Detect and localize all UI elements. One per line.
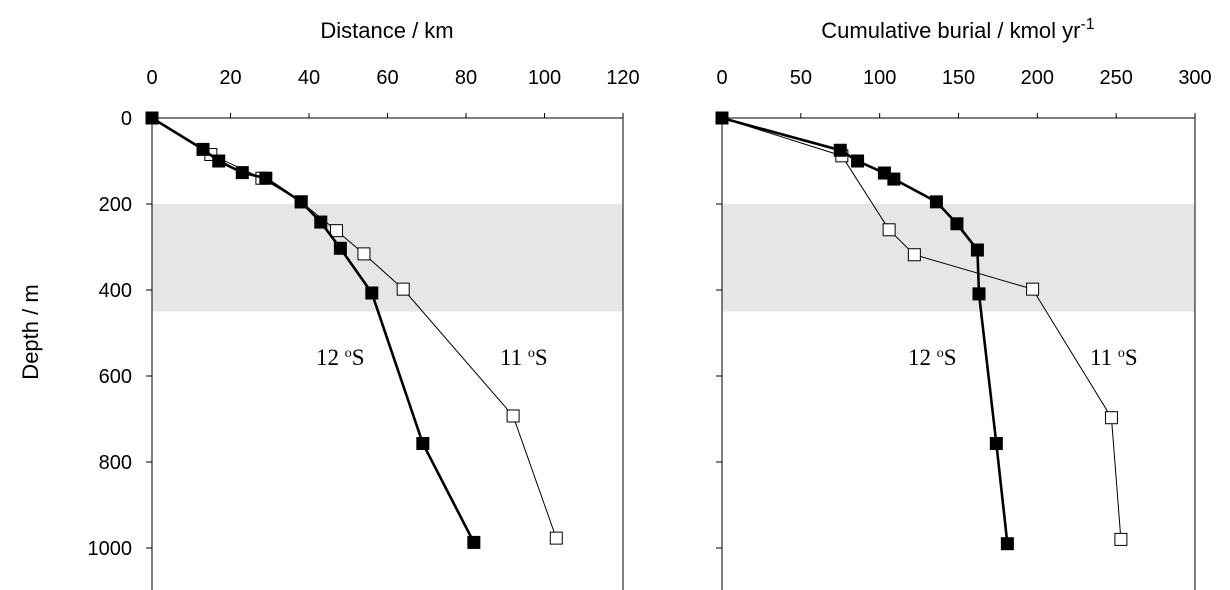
distance-axis-title: Distance / km <box>320 18 453 43</box>
series-line-12S <box>721 116 1009 544</box>
filled-square-marker <box>145 111 159 125</box>
filled-square-marker <box>416 437 430 451</box>
open-square-marker <box>1114 532 1128 546</box>
filled-square-marker <box>929 195 943 209</box>
filled-square-marker <box>833 143 847 157</box>
filled-square-marker <box>196 142 210 156</box>
label-11S-burial: 11 oS <box>1090 345 1138 370</box>
open-square-marker <box>549 531 563 545</box>
filled-square-marker <box>970 243 984 257</box>
filled-square-marker <box>333 241 347 255</box>
label-11S-distance: 11 oS <box>500 345 548 370</box>
depth-axis-title: Depth / m <box>18 284 43 379</box>
x-tick-label: 60 <box>376 67 398 89</box>
x-tick-label: 200 <box>1021 67 1054 89</box>
y-tick-label: 0 <box>121 108 132 130</box>
open-square-marker <box>882 223 896 237</box>
label-12S-burial: 12 oS <box>908 345 957 370</box>
filled-square-marker <box>235 166 249 180</box>
y-tick-label: 400 <box>99 280 132 302</box>
filled-square-marker <box>851 154 865 168</box>
x-tick-label: 0 <box>716 67 727 89</box>
filled-square-marker <box>972 287 986 301</box>
filled-square-marker <box>212 154 226 168</box>
x-tick-label: 0 <box>146 67 157 89</box>
filled-square-marker <box>365 286 379 300</box>
series-line-12S <box>151 116 476 544</box>
filled-square-marker <box>887 172 901 186</box>
x-tick-label: 40 <box>298 67 320 89</box>
open-square-marker <box>357 247 371 261</box>
distance-panel: Distance / km Depth / m 12 oS 11 oS 0 20 4… <box>18 18 640 590</box>
x-tick-label: 250 <box>1099 67 1132 89</box>
x-tick-label: 100 <box>863 67 896 89</box>
open-square-marker <box>907 248 921 262</box>
x-tick-label: 150 <box>942 67 975 89</box>
open-square-marker <box>396 282 410 296</box>
label-12S-distance: 12 oS <box>316 345 365 370</box>
y-tick-label: 1000 <box>88 538 133 560</box>
series-12S <box>715 111 1014 551</box>
filled-square-marker <box>294 195 308 209</box>
open-square-marker <box>506 409 520 423</box>
shaded-depth-band <box>152 204 623 312</box>
y-tick-label: 800 <box>99 452 132 474</box>
filled-square-marker <box>467 535 481 549</box>
filled-square-marker <box>989 437 1003 451</box>
filled-square-marker <box>259 171 273 185</box>
x-tick-label: 300 <box>1178 67 1211 89</box>
open-square-marker <box>1026 282 1040 296</box>
x-tick-label: 50 <box>790 67 812 89</box>
y-tick-label: 600 <box>99 366 132 388</box>
filled-square-marker <box>715 111 729 125</box>
series-11S <box>715 111 1128 546</box>
burial-panel: Cumulative burial / kmol yr-1 12 oS 11 o… <box>715 16 1212 590</box>
x-tick-label: 20 <box>219 67 241 89</box>
series-line-11S <box>151 117 557 539</box>
open-square-marker <box>329 224 343 238</box>
series-12S <box>145 111 481 549</box>
x-tick-label: 80 <box>455 67 477 89</box>
x-tick-label: 100 <box>528 67 561 89</box>
series-11S <box>145 111 563 545</box>
y-tick-label: 200 <box>99 194 132 216</box>
burial-axis-title: Cumulative burial / kmol yr-1 <box>821 16 1095 43</box>
open-square-marker <box>1104 411 1118 425</box>
x-tick-label: 120 <box>606 67 639 89</box>
filled-square-marker <box>1000 537 1014 551</box>
filled-square-marker <box>950 217 964 231</box>
filled-square-marker <box>314 215 328 229</box>
series-line-11S <box>721 117 1122 540</box>
